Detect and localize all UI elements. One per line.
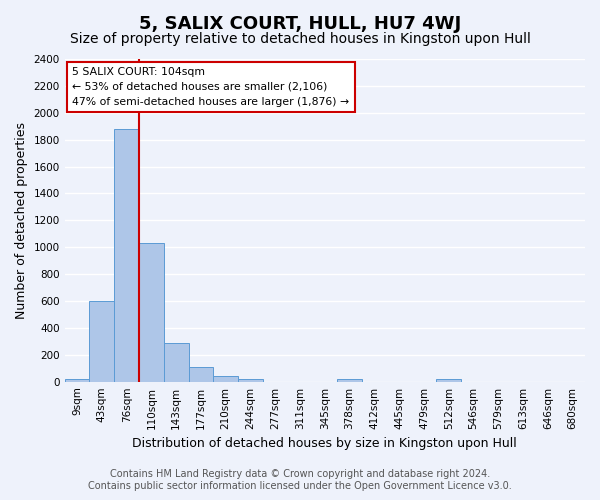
Bar <box>337 379 362 382</box>
Bar <box>89 301 114 382</box>
Bar <box>436 379 461 382</box>
Bar <box>65 379 89 382</box>
Bar <box>164 344 188 382</box>
Bar <box>214 376 238 382</box>
Bar <box>238 379 263 382</box>
Y-axis label: Number of detached properties: Number of detached properties <box>15 122 28 319</box>
Text: Contains HM Land Registry data © Crown copyright and database right 2024.
Contai: Contains HM Land Registry data © Crown c… <box>88 470 512 491</box>
Bar <box>139 242 164 382</box>
X-axis label: Distribution of detached houses by size in Kingston upon Hull: Distribution of detached houses by size … <box>133 437 517 450</box>
Bar <box>188 367 214 382</box>
Text: 5 SALIX COURT: 104sqm
← 53% of detached houses are smaller (2,106)
47% of semi-d: 5 SALIX COURT: 104sqm ← 53% of detached … <box>73 67 350 106</box>
Bar <box>114 129 139 382</box>
Text: 5, SALIX COURT, HULL, HU7 4WJ: 5, SALIX COURT, HULL, HU7 4WJ <box>139 15 461 33</box>
Text: Size of property relative to detached houses in Kingston upon Hull: Size of property relative to detached ho… <box>70 32 530 46</box>
